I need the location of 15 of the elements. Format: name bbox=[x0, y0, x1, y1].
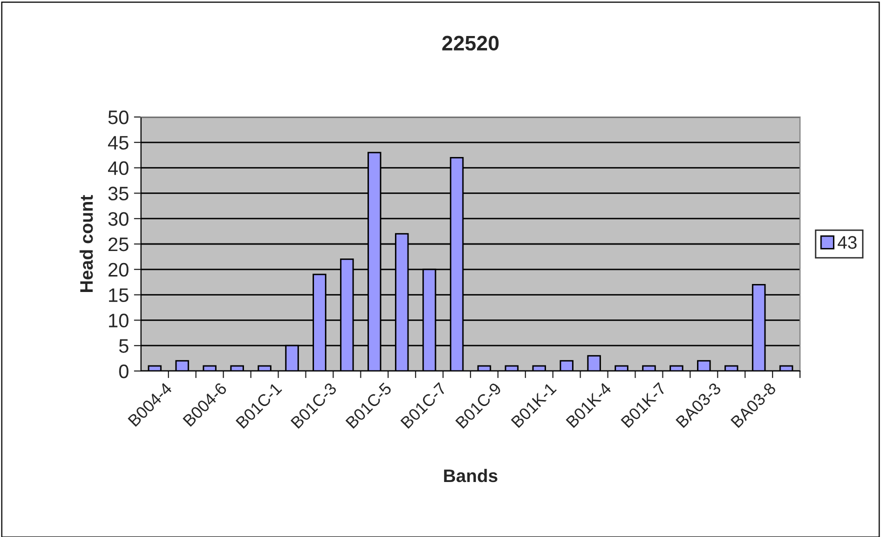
y-tick-label: 10 bbox=[109, 314, 128, 328]
y-tick-label: 15 bbox=[109, 288, 128, 302]
legend-label: 43 bbox=[838, 236, 857, 249]
y-tick-label: 5 bbox=[119, 339, 128, 353]
chart-title: 22520 bbox=[442, 36, 499, 51]
x-axis-title: Bands bbox=[444, 468, 498, 482]
y-axis-title: Head count bbox=[80, 195, 93, 292]
y-tick-label: 50 bbox=[108, 110, 128, 124]
y-tick-label: 35 bbox=[108, 186, 128, 200]
y-tick-label: 40 bbox=[108, 161, 128, 176]
y-tick-label: 25 bbox=[108, 237, 128, 252]
y-tick-label: 30 bbox=[108, 212, 128, 226]
y-tick-label: 0 bbox=[119, 364, 128, 378]
y-tick-label: 20 bbox=[108, 262, 128, 277]
y-tick-label: 45 bbox=[108, 136, 128, 150]
